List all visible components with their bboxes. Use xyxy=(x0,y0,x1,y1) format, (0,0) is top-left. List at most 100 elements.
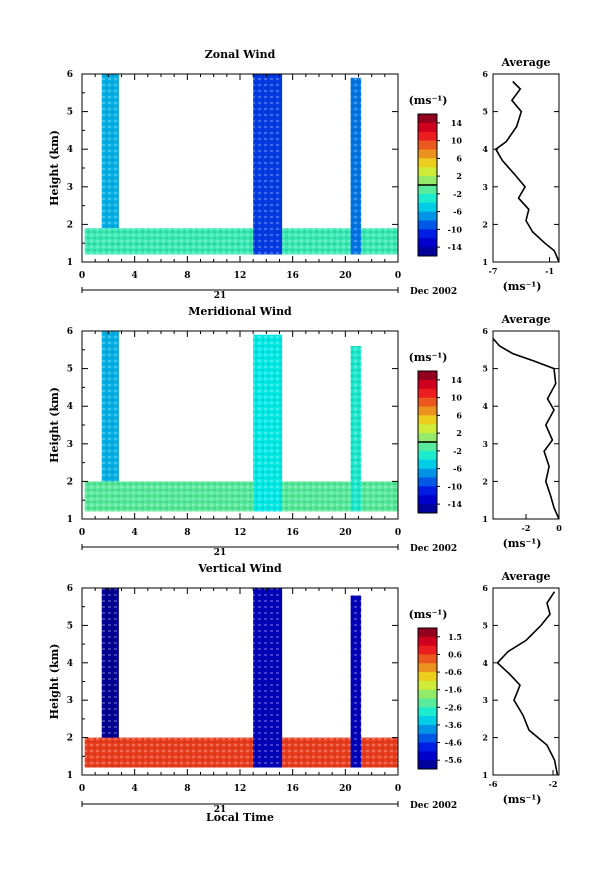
y-axis-label: Height (km) xyxy=(48,644,61,720)
colorbar-bin xyxy=(418,468,437,478)
colorbar-bin xyxy=(418,238,437,248)
colorbar-bin xyxy=(418,185,437,195)
colorbar-bin xyxy=(418,716,437,726)
x-tick-label: 12 xyxy=(234,784,247,794)
y-tick-label: 3 xyxy=(67,696,73,706)
panel-title: Zonal Wind xyxy=(205,48,276,61)
colorbar-tick-label: -10 xyxy=(448,481,463,491)
x-tick-label: 8 xyxy=(184,784,190,794)
y-tick-label: 5 xyxy=(67,621,73,631)
colorbar-tick-label: -14 xyxy=(448,242,463,252)
colorbar-unit: (ms⁻¹) xyxy=(409,94,448,107)
avg-x-label: (ms⁻¹) xyxy=(503,280,542,293)
date-day-label: 21 xyxy=(214,291,227,301)
x-tick-label: 0 xyxy=(395,528,401,538)
y-tick-label: 6 xyxy=(67,327,73,337)
y-tick-label: 5 xyxy=(67,108,73,118)
local-time-label: Local Time xyxy=(206,811,274,824)
colorbar-bin xyxy=(418,140,437,150)
average-title: Average xyxy=(500,570,550,583)
avg-y-tick-label: 3 xyxy=(482,695,488,705)
avg-y-tick-label: 3 xyxy=(482,439,488,449)
y-tick-label: 1 xyxy=(67,515,73,525)
x-tick-label: 20 xyxy=(339,784,352,794)
colorbar-bin xyxy=(418,698,437,708)
colorbar-bin xyxy=(418,158,437,168)
average-frame xyxy=(492,73,560,263)
colorbar-tick-label: 6 xyxy=(456,410,462,420)
colorbar-tick-label: -1.6 xyxy=(445,685,463,695)
colorbar-bin xyxy=(418,459,437,470)
y-tick-label: 2 xyxy=(67,220,73,230)
avg-y-tick-label: 5 xyxy=(482,620,488,630)
avg-y-tick-label: 5 xyxy=(482,364,488,374)
colorbar-tick-label: -5.6 xyxy=(445,755,463,765)
x-tick-label: 12 xyxy=(234,528,247,538)
avg-y-tick-label: 6 xyxy=(482,583,488,593)
colorbar-bin xyxy=(418,229,437,239)
colorbar-unit: (ms⁻¹) xyxy=(409,608,448,621)
colorbar-bin xyxy=(418,495,437,505)
panel-title: Vertical Wind xyxy=(197,562,282,575)
colorbar-tick-label: -6 xyxy=(453,207,462,217)
average-frame xyxy=(492,587,560,776)
x-tick-label: 4 xyxy=(132,784,138,794)
y-axis-label: Height (km) xyxy=(48,387,61,463)
colorbar-bin xyxy=(418,689,437,699)
heatmap-texture xyxy=(84,737,398,768)
avg-y-tick-label: 2 xyxy=(482,733,488,743)
y-axis-label: Height (km) xyxy=(48,130,61,206)
colorbar-tick-label: 14 xyxy=(451,118,463,128)
heatmap-texture xyxy=(101,74,119,255)
colorbar-bin xyxy=(418,733,437,744)
colorbar-tick-label: 10 xyxy=(451,136,463,146)
average-title: Average xyxy=(500,313,550,326)
x-tick-label: 4 xyxy=(132,528,138,538)
avg-x-tick-label: -1 xyxy=(545,266,554,276)
x-tick-label: 16 xyxy=(286,784,299,794)
x-tick-label: 0 xyxy=(395,784,401,794)
avg-x-label: (ms⁻¹) xyxy=(503,537,542,550)
colorbar-tick-label: -4.6 xyxy=(445,738,463,748)
avg-y-tick-label: 5 xyxy=(482,107,488,117)
colorbar-bin xyxy=(418,131,437,142)
avg-y-tick-label: 6 xyxy=(482,326,488,336)
x-tick-label: 20 xyxy=(339,528,352,538)
colorbar-bin xyxy=(418,415,437,425)
colorbar-bin xyxy=(418,760,437,770)
colorbar-bin xyxy=(418,122,437,133)
colorbar-bin xyxy=(418,167,437,177)
colorbar-bin xyxy=(418,388,437,399)
colorbar-bin xyxy=(418,672,437,682)
colorbar-tick-label: 14 xyxy=(451,375,463,385)
colorbar-tick-label: -2 xyxy=(453,189,462,199)
avg-y-tick-label: 2 xyxy=(482,476,488,486)
x-tick-label: 0 xyxy=(395,271,401,281)
colorbar-tick-label: 6 xyxy=(456,153,462,163)
x-tick-label: 16 xyxy=(286,528,299,538)
colorbar-bin xyxy=(418,680,437,691)
colorbar-bin xyxy=(418,486,437,496)
heatmap-texture xyxy=(253,74,283,255)
avg-x-tick-label: -6 xyxy=(489,779,498,789)
avg-x-label: (ms⁻¹) xyxy=(503,793,542,806)
colorbar-bin xyxy=(418,742,437,752)
y-tick-label: 3 xyxy=(67,440,73,450)
colorbar-bin xyxy=(418,433,437,443)
colorbar-bin xyxy=(418,636,437,647)
average-profile-line xyxy=(494,80,560,263)
colorbar-tick-label: 0.6 xyxy=(448,649,462,659)
heatmap-texture xyxy=(253,334,283,512)
x-tick-label: 8 xyxy=(184,271,190,281)
avg-y-tick-label: 3 xyxy=(482,182,488,192)
colorbar-bin xyxy=(418,707,437,717)
heatmap-texture xyxy=(253,588,283,768)
x-tick-label: 0 xyxy=(79,528,85,538)
colorbar-frame xyxy=(417,627,438,770)
colorbar-bin xyxy=(418,724,437,735)
colorbar-tick-label: 2 xyxy=(456,428,462,438)
colorbar-bin xyxy=(418,211,437,221)
heatmap-texture xyxy=(84,481,398,512)
